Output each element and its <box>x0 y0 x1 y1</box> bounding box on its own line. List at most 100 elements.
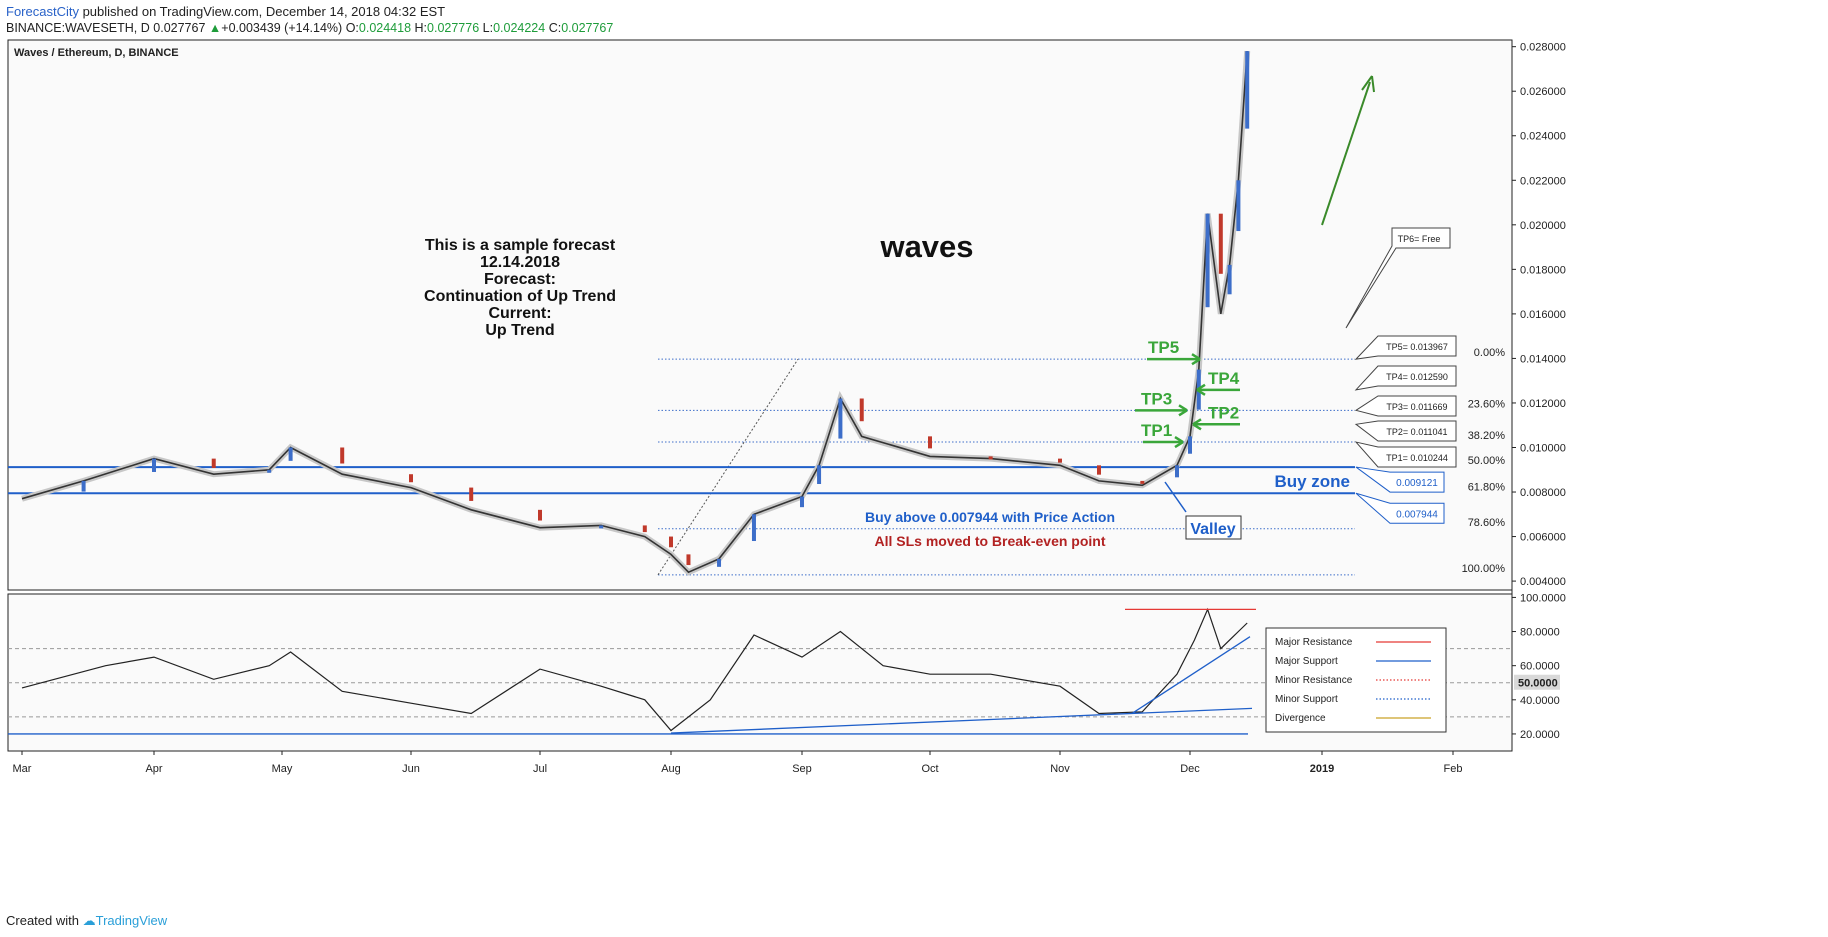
price-bar <box>751 514 756 542</box>
ind-y-tick-label: 60.0000 <box>1520 661 1560 673</box>
y-tick-label: 0.020000 <box>1520 220 1566 232</box>
indicator-pane <box>7 593 1513 752</box>
tp-callout-box <box>1354 441 1457 468</box>
tp-callout-box <box>1354 420 1457 442</box>
buy-zone-upper-box-text: 0.009121 <box>1396 478 1438 489</box>
sl-note: All SLs moved to Break-even point <box>874 533 1105 549</box>
x-tick-label: Aug <box>661 763 681 775</box>
tp-callout-text: TP5= 0.013967 <box>1386 342 1448 352</box>
y-tick-label: 0.010000 <box>1520 442 1566 454</box>
x-tick-label: Apr <box>145 763 162 775</box>
x-tick-label: Jul <box>533 763 547 775</box>
tp-callout-box <box>1354 365 1457 391</box>
open-value: 0.024418 <box>358 21 412 35</box>
fib-level-label: 78.60% <box>1468 517 1506 529</box>
forecast-text-line: Up Trend <box>485 322 554 339</box>
rsi-line <box>21 607 1248 732</box>
forecast-text-line: 12.14.2018 <box>480 254 560 271</box>
fib-level-label: 38.20% <box>1468 430 1506 442</box>
price-bar <box>340 447 345 464</box>
x-tick-label: 2019 <box>1310 763 1334 775</box>
tp-label: TP4 <box>1208 369 1240 388</box>
y-tick-label: 0.024000 <box>1520 131 1566 143</box>
high-label: H: <box>414 21 428 35</box>
price-bar <box>669 536 673 548</box>
y-tick-label: 0.028000 <box>1520 42 1566 54</box>
tp-callout-text: TP2= 0.011041 <box>1386 427 1447 437</box>
price-bar <box>1175 465 1179 478</box>
ind-current-box <box>1514 674 1560 690</box>
price-bar <box>800 496 804 508</box>
price-bar <box>859 398 864 422</box>
tp-label: TP2 <box>1208 403 1239 422</box>
price-bar <box>1205 213 1210 308</box>
price-bar <box>988 456 993 460</box>
x-tick-label: Dec <box>1180 763 1200 775</box>
tp-callout-box <box>1354 395 1457 417</box>
buy-zone-lower-box <box>1355 492 1445 524</box>
price-bar <box>1236 180 1241 232</box>
price-bar <box>686 554 691 566</box>
y-tick-label: 0.014000 <box>1520 353 1566 365</box>
fib-level-label: 0.00% <box>1474 347 1505 359</box>
y-tick-label: 0.012000 <box>1520 398 1566 410</box>
ind-y-tick-label: 20.0000 <box>1520 729 1560 741</box>
tp6-callout-box <box>1345 227 1451 329</box>
x-tick-label: Nov <box>1050 763 1070 775</box>
price-bar <box>288 447 293 461</box>
tp-label: TP3 <box>1141 389 1172 408</box>
ind-y-tick-label: 40.0000 <box>1520 695 1560 707</box>
fib-level-label: 23.60% <box>1468 398 1506 410</box>
y-tick-label: 0.016000 <box>1520 309 1566 321</box>
tp-label: TP5 <box>1148 338 1179 357</box>
price-bar <box>838 398 843 439</box>
price-bar <box>538 509 542 521</box>
y-tick-label: 0.008000 <box>1520 487 1566 499</box>
buy-zone-lower-box-text: 0.007944 <box>1396 509 1438 520</box>
price-bar <box>1218 213 1223 274</box>
tp-arrow-head <box>1174 435 1184 449</box>
price-bar <box>211 458 216 468</box>
rising-support-line <box>670 707 1253 734</box>
tp-callout-box <box>1354 335 1457 360</box>
price-bar <box>81 480 86 492</box>
price-pane <box>7 39 1513 591</box>
price-bar <box>267 469 272 473</box>
legend-label: Minor Resistance <box>1275 675 1353 686</box>
published-text: published on TradingView.com, December 1… <box>78 4 446 19</box>
x-tick-label: May <box>272 763 293 775</box>
close-value: 0.027767 <box>561 21 614 35</box>
price-bar <box>1188 436 1192 454</box>
symbol-line: BINANCE:WAVESETH, D 0.027767 ▲+0.003439 … <box>6 21 613 35</box>
tradingview-link[interactable]: TradingView <box>95 913 168 928</box>
buy-zone-upper-box <box>1355 466 1445 493</box>
ind-y-tick-label: 100.0000 <box>1520 592 1566 604</box>
tp-arrow-head <box>1196 383 1206 396</box>
legend-label: Minor Support <box>1275 694 1338 705</box>
fib-level-label: 50.00% <box>1468 455 1506 467</box>
forecast-text-line: Current: <box>488 305 551 322</box>
tp-arrow-head <box>1191 353 1201 366</box>
price-bar <box>1097 465 1101 475</box>
price-bar <box>469 487 474 501</box>
up-arrow-icon: ▲ <box>208 21 222 35</box>
price-bar <box>928 436 932 449</box>
publisher-link[interactable]: ForecastCity <box>6 4 79 19</box>
valley-label: Valley <box>1190 521 1235 538</box>
x-tick-label: Oct <box>921 763 938 775</box>
open-label: O: <box>345 21 359 35</box>
tradingview-logo-icon[interactable]: ☁ <box>82 913 96 928</box>
last-price: 0.027767 <box>153 21 206 35</box>
x-tick-label: Jun <box>402 763 420 775</box>
forecast-text-line: This is a sample forecast <box>425 237 616 254</box>
steep-support-line <box>1131 636 1251 715</box>
tp-label: TP1 <box>1141 421 1172 440</box>
x-tick-label: Feb <box>1444 763 1463 775</box>
forecast-arrow-head <box>1361 75 1375 93</box>
forecast-text-line: Forecast: <box>484 271 556 288</box>
y-tick-label: 0.026000 <box>1520 86 1566 98</box>
price-bar <box>642 525 647 533</box>
high-value: 0.027776 <box>427 21 480 35</box>
price-bar <box>599 525 604 529</box>
